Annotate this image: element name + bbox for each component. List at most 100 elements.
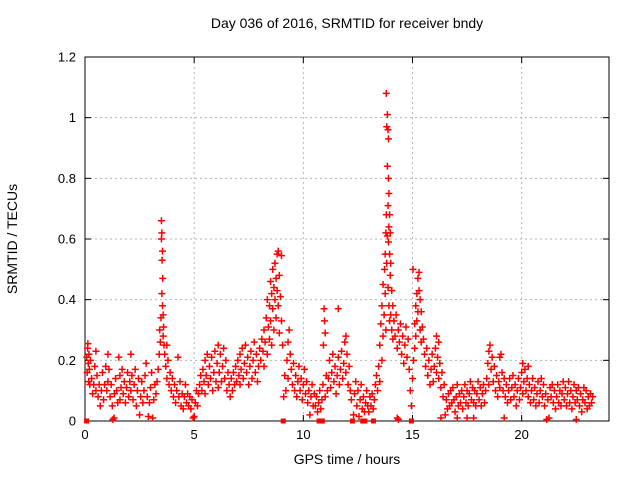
- data-point: [486, 341, 494, 349]
- y-axis-label: SRMTID / TECUs: [4, 184, 20, 294]
- data-point: [284, 375, 292, 383]
- data-point: [371, 381, 379, 389]
- data-point: [174, 353, 182, 361]
- data-point: [303, 378, 311, 386]
- data-point: [400, 359, 408, 367]
- data-point: [537, 375, 545, 383]
- data-point: [552, 405, 560, 413]
- data-point: [159, 311, 167, 319]
- data-point: [319, 341, 327, 349]
- data-point: [94, 393, 102, 401]
- data-point: [241, 341, 249, 349]
- data-point: [453, 414, 461, 422]
- data-point: [524, 393, 532, 401]
- data-point: [466, 378, 474, 386]
- data-point: [144, 412, 152, 420]
- data-point: [213, 359, 221, 367]
- data-point: [354, 387, 362, 395]
- data-point: [554, 381, 562, 389]
- data-point: [385, 190, 393, 197]
- data-point: [470, 414, 478, 422]
- data-point: [226, 393, 234, 401]
- data-point: [321, 329, 329, 337]
- data-point: [204, 381, 212, 389]
- data-point: [404, 335, 412, 343]
- data-point: [268, 341, 276, 349]
- data-point: [109, 415, 117, 423]
- data-point: [300, 365, 308, 373]
- data-point: [181, 381, 189, 389]
- data-point: [491, 387, 499, 395]
- data-point: [383, 162, 391, 170]
- data-point: [298, 396, 306, 404]
- data-point: [319, 381, 327, 389]
- data-point: [257, 356, 265, 364]
- data-point: [276, 293, 284, 301]
- data-point: [221, 375, 229, 383]
- data-point: [136, 411, 144, 419]
- data-point: [93, 372, 101, 379]
- data-point: [159, 302, 167, 310]
- data-point: [497, 350, 505, 358]
- data-point: [465, 390, 473, 398]
- data-point: [434, 353, 442, 361]
- x-tick-label: 5: [191, 427, 198, 442]
- data-point: [481, 399, 489, 407]
- grid-lines: [85, 57, 609, 421]
- data-point: [295, 362, 303, 370]
- data-point: [259, 347, 267, 355]
- data-point: [340, 359, 348, 367]
- data-point: [565, 378, 573, 386]
- data-point: [359, 393, 367, 401]
- data-point: [98, 368, 106, 376]
- data-point: [407, 402, 415, 410]
- data-point: [386, 229, 394, 237]
- data-point: [461, 381, 469, 389]
- data-point: [536, 387, 544, 395]
- data-point: [502, 381, 510, 389]
- data-point: [268, 290, 276, 298]
- data-point: [222, 356, 230, 364]
- data-point: [261, 338, 269, 346]
- data-point: [236, 381, 244, 389]
- data-point: [130, 381, 138, 389]
- y-tick-label: 0.4: [58, 292, 76, 307]
- y-tick-label: 0.2: [58, 353, 76, 368]
- data-point: [415, 287, 423, 295]
- data-point: [107, 381, 115, 389]
- data-point: [232, 362, 240, 370]
- x-axis-label: GPS time / hours: [294, 451, 401, 467]
- data-point-zero-flag: [319, 418, 325, 424]
- data-point: [320, 305, 328, 313]
- data-point: [514, 375, 522, 383]
- data-point: [401, 341, 409, 349]
- data-point: [160, 323, 168, 331]
- data-point: [122, 384, 130, 392]
- data-point: [453, 381, 461, 389]
- data-point: [199, 365, 207, 373]
- data-point: [284, 338, 292, 346]
- data-point: [172, 399, 180, 407]
- data-point: [431, 344, 439, 352]
- data-point: [378, 302, 386, 310]
- data-point: [541, 402, 549, 410]
- data-point: [377, 320, 385, 328]
- data-point: [209, 387, 217, 395]
- data-point: [246, 362, 254, 370]
- data-point: [106, 393, 114, 401]
- data-point: [286, 350, 294, 358]
- data-point: [189, 414, 197, 422]
- data-point: [162, 362, 170, 370]
- data-point: [312, 393, 320, 401]
- data-point: [389, 302, 397, 310]
- data-point: [211, 347, 219, 355]
- data-point: [214, 341, 222, 349]
- data-point: [451, 408, 459, 416]
- data-point: [437, 414, 445, 422]
- data-point: [402, 323, 410, 331]
- data-point: [409, 375, 416, 383]
- data-point: [250, 338, 258, 346]
- data-point: [459, 405, 467, 413]
- data-point-zero-flag: [362, 418, 368, 424]
